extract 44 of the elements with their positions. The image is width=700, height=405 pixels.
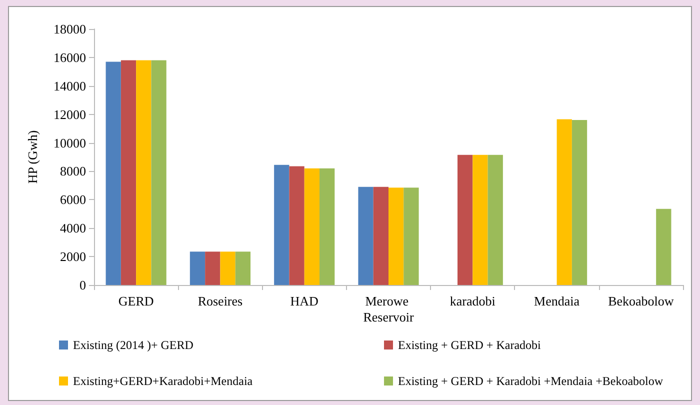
legend-label: Existing + GERD + Karadobi: [398, 338, 542, 352]
legend-label: Existing + GERD + Karadobi +Mendaia +Bekoabolow: [398, 374, 664, 388]
y-tick-label: 14000: [54, 78, 86, 94]
bar: [656, 208, 672, 285]
bar: [151, 60, 166, 285]
bar: [388, 188, 404, 285]
bar: [106, 62, 121, 285]
x-tick-label: GERD: [118, 294, 154, 308]
y-tick-label: 6000: [60, 192, 86, 208]
bar: [457, 154, 473, 285]
bar: [373, 186, 388, 285]
bar: [572, 120, 588, 285]
bar: [120, 60, 136, 285]
y-tick-label: 12000: [54, 106, 86, 122]
bar: [472, 154, 488, 285]
y-tick-label: 10000: [54, 135, 86, 150]
x-tick-label: Merowe Reservoir: [363, 294, 414, 324]
bar: [274, 164, 290, 285]
x-tick-label: Mendaia: [534, 294, 580, 308]
bar: [136, 60, 152, 285]
x-tick-label: Roseires: [198, 294, 243, 308]
bar: [404, 188, 419, 285]
y-tick-label: 18000: [54, 22, 86, 36]
y-tick-label: 2000: [60, 249, 86, 264]
x-tick-label: Bekoabolow: [608, 294, 674, 308]
x-tick-label: karadobi: [450, 294, 496, 308]
bar: [358, 186, 374, 285]
bar: [556, 119, 572, 285]
y-tick-label: 16000: [54, 50, 86, 65]
y-tick-label: 8000: [60, 164, 86, 179]
bar: [220, 252, 236, 285]
bar: [304, 168, 320, 285]
legend-label: Existing+GERD+Karadobi+Mendaia: [73, 374, 254, 388]
y-tick-label: 0: [80, 278, 86, 292]
bar: [235, 252, 251, 285]
legend-label: Existing (2014 )+ GERD: [73, 338, 194, 352]
bar: [289, 166, 304, 285]
bar: [488, 154, 503, 285]
bar: [190, 252, 206, 285]
bar: [320, 168, 335, 285]
bar: [205, 252, 220, 285]
x-tick-label: HAD: [290, 294, 318, 308]
y-axis-title: HP (Gwh): [25, 130, 40, 184]
y-tick-label: 4000: [60, 220, 86, 236]
